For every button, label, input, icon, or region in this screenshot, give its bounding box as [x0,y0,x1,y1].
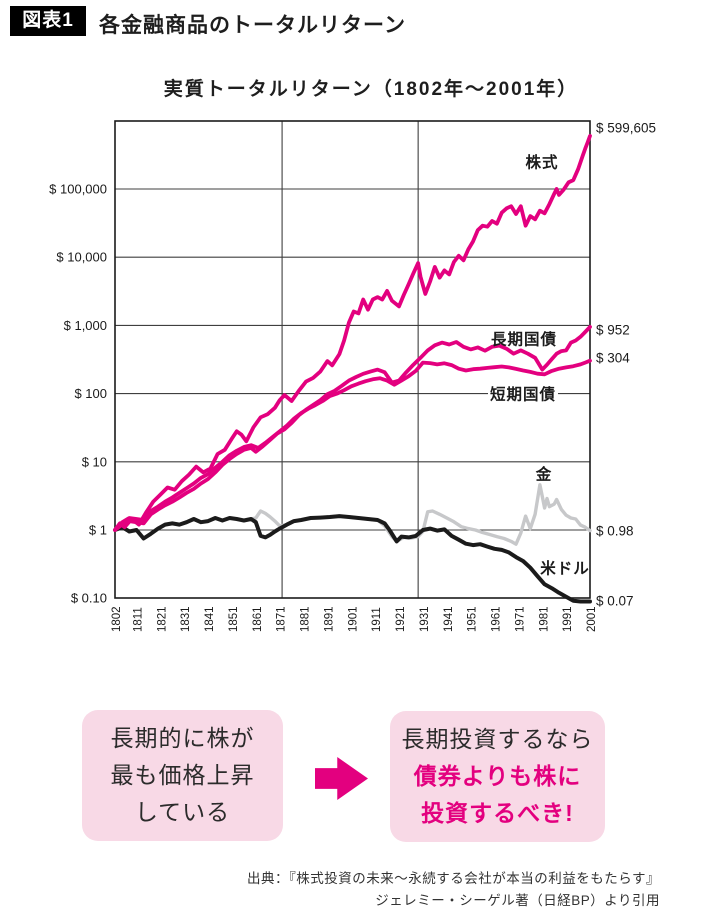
x-tick-label: 1891 [323,606,335,632]
x-tick-label: 1901 [347,606,359,632]
series-label-bg-short-bills [488,384,558,403]
series-label-us-dollar: 米ドル [540,559,590,578]
x-tick-label: 2001 [586,606,598,632]
callout-right-line-3: 投資するべき! [421,800,574,826]
right-arrow-icon [315,757,368,800]
series-label-long-bonds: 長期国債 [491,330,557,349]
y-tick-label: $ 0.10 [71,591,107,606]
returns-line-chart: $ 100,000 $ 10,000 $ 1,000 $ 100 $ 10 $ 1 $ 0.… [49,120,656,632]
x-tick-label: 1951 [467,606,479,632]
series-line-stocks [113,133,592,532]
end-value-label-long-bonds: $ 952 [596,323,630,338]
callout-left-box: 長期的に株が 最も価格上昇 している [82,710,283,841]
x-tick-label: 1871 [276,606,288,632]
y-tick-label: $ 100 [74,386,107,401]
source-line-1: 出典：『株式投資の未来～永続する会社が本当の利益をもたらす』 [247,871,660,886]
x-tick-label: 1991 [562,606,574,632]
callout-left-line-1: 長期的に株が [110,725,255,751]
end-value-label-stocks: $ 599,605 [596,121,656,136]
x-tick-label: 1981 [538,606,550,632]
series-label-stocks: 株式 [525,153,558,172]
series-label-short-bills: 短期国債 [490,385,556,404]
x-tick-label: 1881 [300,606,312,632]
x-tick-label: 1911 [371,607,383,632]
y-tick-label: $ 10,000 [56,250,107,265]
end-value-label-gold: $ 0.98 [596,524,634,539]
figure-title: 各金融商品のトータルリターン [99,14,406,37]
source-citation: 出典：『株式投資の未来～永続する会社が本当の利益をもたらす』 ジェレミー・シーゲ… [247,868,660,912]
x-tick-label: 1821 [156,606,168,632]
callout-right-box: 長期投資するなら 債券よりも株に 投資するべき! [390,711,605,842]
x-tick-label: 1802 [111,606,123,632]
series-label-gold: 金 [535,465,553,484]
end-value-label-us-dollar: $ 0.07 [596,594,634,609]
x-tick-label: 1851 [228,606,240,632]
figure-badge: 図表1 [10,6,86,36]
plot-border [114,120,591,599]
series-line-us-dollar [113,514,592,604]
x-tick-label: 1811 [132,607,144,632]
x-tick-label: 1861 [252,606,264,632]
y-tick-label: $ 1 [89,523,107,538]
x-tick-label: 1961 [491,606,503,632]
chart-title: 実質トータルリターン（1802年～2001年） [163,79,579,100]
source-line-2: ジェレミー・シーゲル著（日経BP）より引用 [375,893,660,908]
y-tick-label: $ 1,000 [64,318,107,333]
y-tick-label: $ 10 [82,454,107,469]
x-tick-label: 1941 [443,606,455,632]
x-tick-label: 1841 [204,606,216,632]
end-value-label-short-bills: $ 304 [596,351,630,366]
x-tick-label: 1921 [395,606,407,632]
x-tick-label: 1931 [419,606,431,632]
x-tick-label: 1831 [180,606,192,632]
callout-right-line-1: 長期投資するなら [401,726,594,752]
callout-left-line-3: している [134,799,231,825]
series-line-long-bonds [113,324,592,532]
callout-right-line-2: 債券よりも株に [413,763,582,789]
x-tick-label: 1971 [514,606,526,632]
series-line-short-bills [113,358,592,532]
y-tick-label: $ 100,000 [49,182,107,197]
callout-left-line-2: 最も価格上昇 [110,762,255,788]
